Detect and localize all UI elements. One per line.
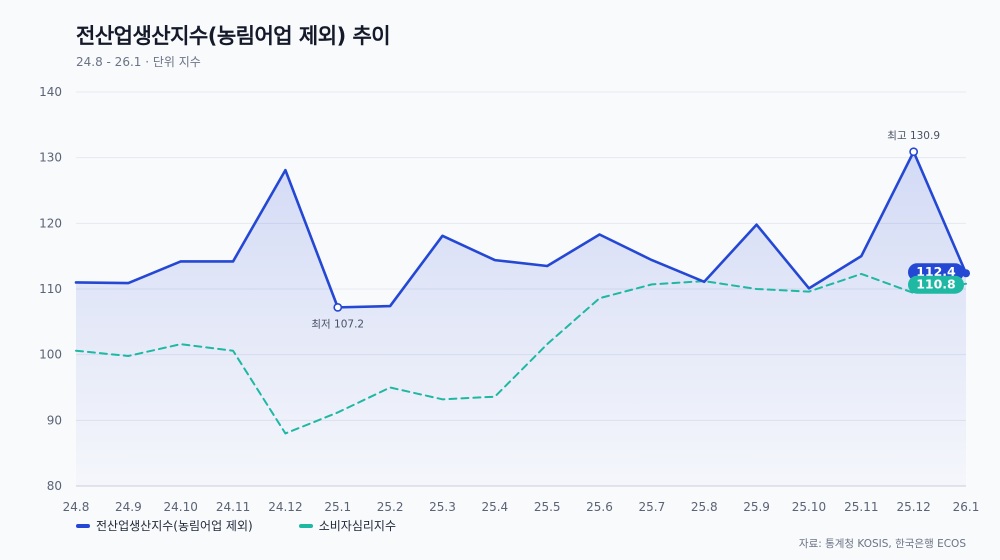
y-tick-label: 140 [39,85,62,99]
x-tick-label: 24.10 [164,500,198,514]
x-axis: 24.8 24.9 24.10 24.11 24.12 25.1 25.2 25.3 25.4 2… [63,500,980,514]
x-tick-label: 25.8 [691,500,718,514]
legend-item-production: 전산업생산지수(농림어업 제외) [76,517,253,534]
annotation-marker [333,302,343,312]
chart-subtitle: 24.8 - 26.1 · 단위 지수 [76,55,201,69]
production-end-label: 112.4 [916,264,956,279]
legend-item-sentiment: 소비자심리지수 [298,517,396,534]
legend-label-sentiment: 소비자심리지수 [318,519,396,533]
x-tick-label: 25.6 [586,500,613,514]
production-line [74,150,968,309]
x-tick-label: 25.12 [896,500,930,514]
x-tick-label: 25.3 [429,500,456,514]
x-tick-label: 24.12 [268,500,302,514]
x-tick-label: 25.2 [377,500,404,514]
x-tick-label: 25.1 [324,500,351,514]
y-tick-label: 120 [39,216,62,230]
x-tick-label: 24.11 [216,500,250,514]
annotations: 최고 130.9 최저 107.2 [311,130,940,331]
production-area [76,151,966,487]
x-tick-label: 25.7 [639,500,666,514]
sentiment-end-pill [908,275,964,294]
y-tick-label: 100 [39,348,62,362]
x-tick-label: 26.1 [953,500,980,514]
source-note: 자료: 통계청 KOSIS, 한국은행 ECOS [798,538,966,550]
x-tick-label: 25.4 [481,500,508,514]
x-tick-label: 25.5 [534,500,561,514]
x-tick-label: 24.8 [63,500,90,514]
chart-title: 전산업생산지수(농림어업 제외) 추이 [76,24,391,48]
annotation-label: 최저 107.2 [311,318,364,330]
y-tick-label: 130 [39,151,62,165]
y-axis: 80 90 100 110 120 130 140 [39,85,62,493]
annotation-marker [909,147,919,157]
legend-swatch-production [76,523,90,528]
sentiment-end-label: 110.8 [916,277,956,292]
y-tick-label: 110 [39,282,62,296]
x-tick-label: 25.11 [844,500,878,514]
production-end-dot [962,269,970,278]
x-tick-label: 24.9 [115,500,142,514]
x-tick-label: 25.9 [743,500,770,514]
series-layer [74,150,968,487]
y-tick-label: 90 [47,413,62,427]
sentiment-line [75,272,967,435]
legend: 전산업생산지수(농림어업 제외) 소비자심리지수 [76,517,396,534]
legend-label-production: 전산업생산지수(농림어업 제외) [96,519,253,533]
legend-swatch-sentiment [298,523,313,528]
annotation-label: 최고 130.9 [887,130,940,142]
y-tick-label: 80 [47,479,62,493]
x-tick-label: 25.10 [792,500,826,514]
